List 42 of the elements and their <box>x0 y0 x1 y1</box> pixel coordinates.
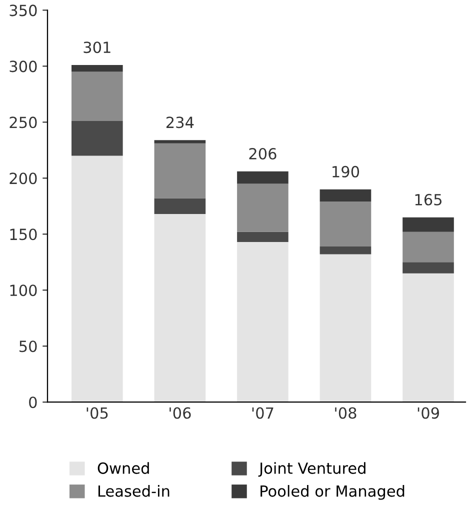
bar <box>237 171 288 184</box>
legend-label: Leased-in <box>98 485 170 497</box>
bar <box>154 140 206 144</box>
bar <box>154 143 206 198</box>
bar <box>320 189 372 202</box>
bar <box>320 202 372 246</box>
legend-label: Owned <box>98 462 149 474</box>
y-tick-label: 50 <box>20 340 37 352</box>
legend-label: Joint Ventured <box>258 462 366 477</box>
bar <box>402 273 454 402</box>
x-tick-label: '08 <box>335 407 356 419</box>
bar <box>402 232 454 262</box>
x-tick-label: '09 <box>418 407 439 419</box>
bar <box>402 262 454 274</box>
bar <box>154 214 206 402</box>
x-tick-label: '05 <box>86 407 108 419</box>
bar <box>72 65 123 72</box>
total-label: 165 <box>415 194 442 206</box>
bar <box>72 121 123 156</box>
total-label: 206 <box>249 148 276 160</box>
bar <box>237 242 288 402</box>
legend-label: Pooled or Managed <box>260 485 404 500</box>
total-label: 190 <box>332 166 360 178</box>
bar <box>154 198 206 214</box>
y-tick-label: 100 <box>10 284 37 296</box>
bar <box>320 254 372 402</box>
bar <box>237 184 288 232</box>
y-tick-label: 150 <box>10 228 37 240</box>
y-tick-label: 300 <box>10 60 37 72</box>
bar <box>72 72 123 122</box>
total-label: 234 <box>166 116 194 128</box>
bar <box>320 246 372 254</box>
y-tick-label: 250 <box>10 116 37 128</box>
y-tick-label: 350 <box>10 4 37 16</box>
x-tick-label: '07 <box>252 407 274 419</box>
bar <box>402 217 454 232</box>
y-tick-label: 0 <box>29 396 37 408</box>
bar <box>237 232 288 242</box>
x-tick-label: '06 <box>170 407 191 419</box>
y-tick-label: 200 <box>10 172 37 184</box>
total-label: 301 <box>84 42 110 54</box>
bar <box>72 156 123 402</box>
